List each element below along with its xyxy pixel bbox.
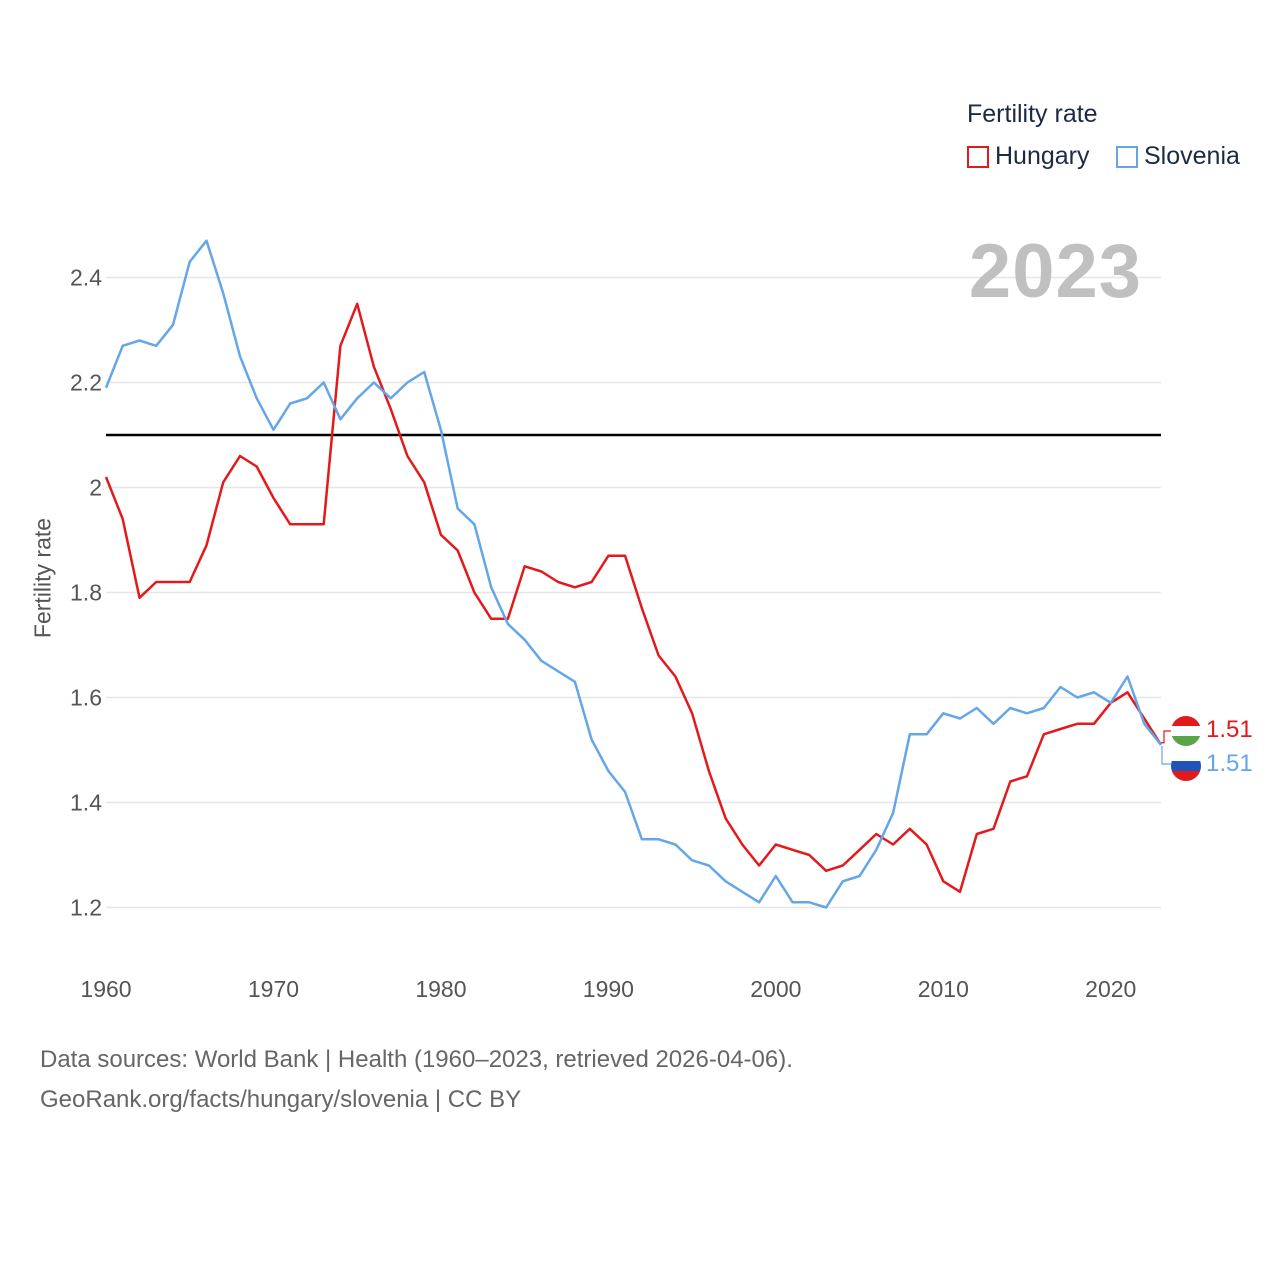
current-year-label: 2023 xyxy=(968,229,1142,314)
y-axis-title: Fertility rate xyxy=(29,517,56,639)
x-tick-label: 2010 xyxy=(918,976,969,1002)
y-tick-label: 2.2 xyxy=(70,370,102,396)
x-tick-label: 1990 xyxy=(583,976,634,1002)
hungary-label-connector xyxy=(1161,730,1171,744)
series-line-hungary xyxy=(104,302,1163,894)
y-tick-label: 2 xyxy=(89,475,102,501)
hungary-flag-icon xyxy=(1171,716,1201,746)
hungary-end-value: 1.51 xyxy=(1206,716,1253,743)
x-tick-label: 2020 xyxy=(1085,976,1136,1002)
x-tick-label: 1960 xyxy=(80,976,131,1002)
y-tick-label: 1.8 xyxy=(70,580,102,606)
slovenia-flag-icon xyxy=(1171,751,1201,781)
series-line-slovenia xyxy=(104,239,1162,909)
y-tick-label: 1.4 xyxy=(70,790,102,816)
legend-swatch-slovenia xyxy=(1116,145,1138,168)
legend-label-hungary: Hungary xyxy=(995,142,1090,170)
y-tick-label: 1.2 xyxy=(70,895,102,921)
legend-item-slovenia[interactable]: Slovenia xyxy=(1116,142,1240,171)
legend-title: Fertility rate xyxy=(967,100,1098,128)
slovenia-label-connector xyxy=(1161,746,1171,765)
legend-label-slovenia: Slovenia xyxy=(1144,142,1240,170)
y-tick-label: 1.6 xyxy=(70,685,102,711)
slovenia-end-value: 1.51 xyxy=(1206,750,1253,777)
x-tick-label: 1970 xyxy=(248,976,299,1002)
y-tick-label: 2.4 xyxy=(70,265,102,291)
x-tick-label: 2000 xyxy=(750,976,801,1002)
footer-attribution: GeoRank.org/facts/hungary/slovenia | CC … xyxy=(40,1086,522,1113)
x-tick-label: 1980 xyxy=(415,976,466,1002)
footer-sources: Data sources: World Bank | Health (1960–… xyxy=(40,1046,793,1073)
legend-swatch-hungary xyxy=(967,145,989,168)
legend-item-hungary[interactable]: Hungary xyxy=(967,142,1090,171)
